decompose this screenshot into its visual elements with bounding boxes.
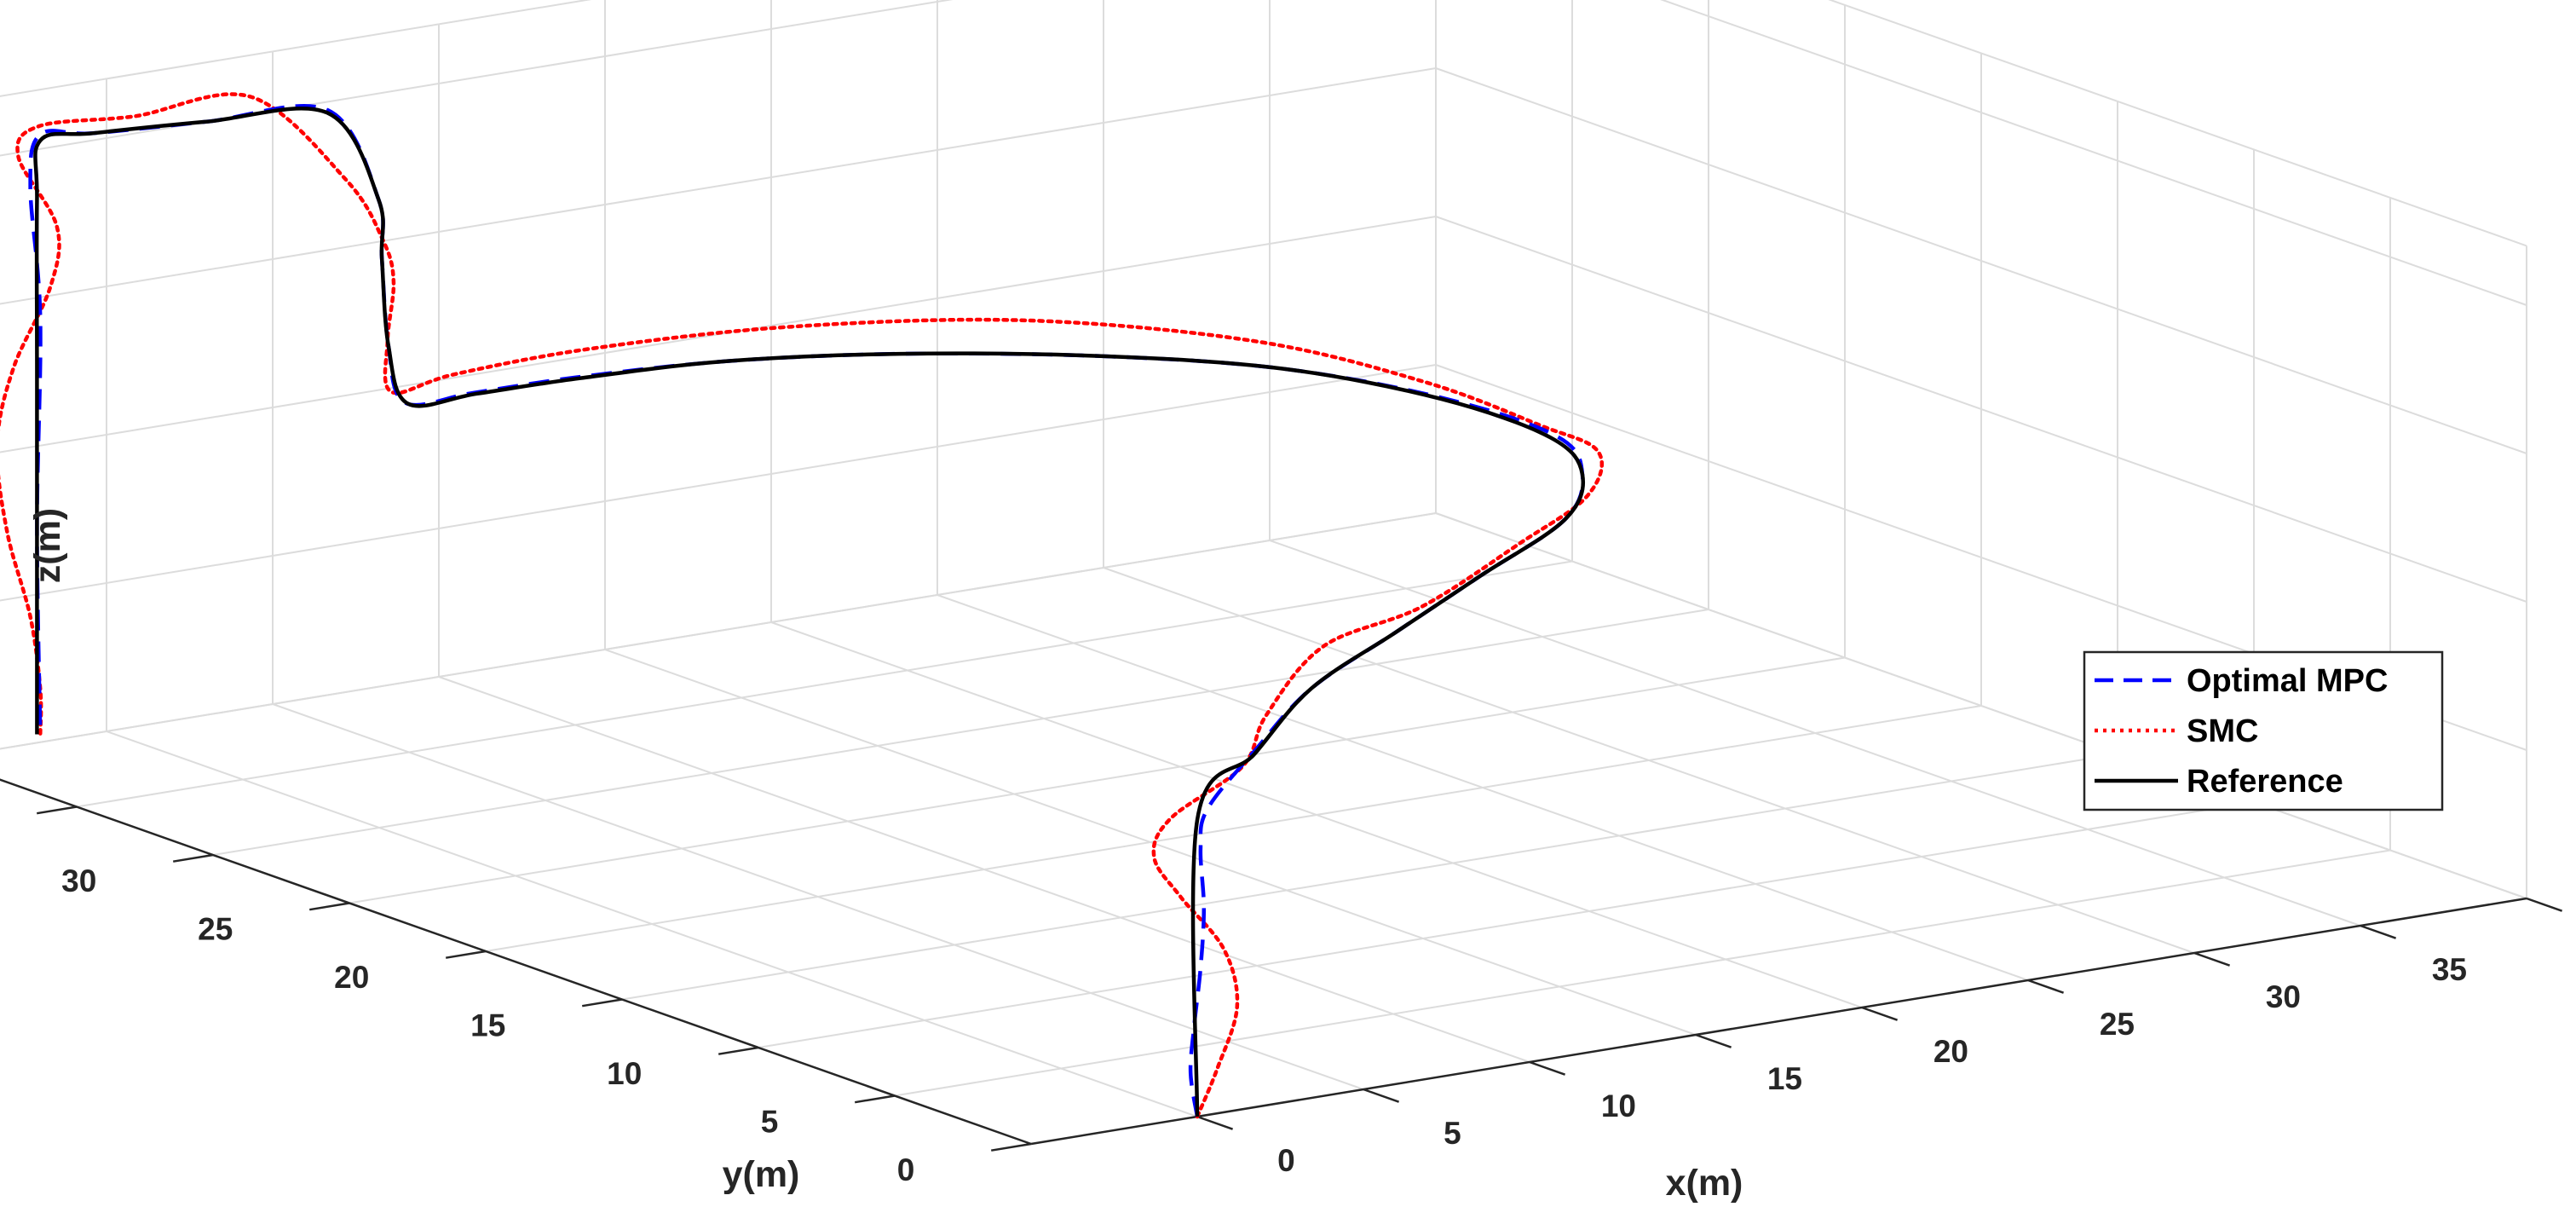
grid-line-backwall-z xyxy=(0,216,1437,453)
legend-label-reference: Reference xyxy=(2187,764,2343,800)
grid-line-floor-y xyxy=(894,849,2391,1097)
y-tick-mark xyxy=(172,853,214,863)
x-tick-label: 25 xyxy=(2100,1007,2135,1042)
y-axis-label: y(m) xyxy=(723,1154,800,1195)
x-axis-label: x(m) xyxy=(1666,1163,1743,1204)
grid-box-edge xyxy=(0,0,592,97)
x-tick-label: 20 xyxy=(1933,1034,1968,1069)
grid-box-edge xyxy=(1828,0,2527,247)
z-axis-label: z(m) xyxy=(27,508,68,583)
grid-line-floor-y xyxy=(76,560,1573,808)
y-tick-mark xyxy=(445,950,487,959)
series-line-optimal-mpc xyxy=(28,104,1585,1117)
y-tick-label: 5 xyxy=(761,1105,779,1140)
y-tick-label: 25 xyxy=(198,912,233,947)
y-tick-mark xyxy=(717,1046,759,1055)
y-tick-label: 10 xyxy=(607,1056,642,1091)
y-tick-mark xyxy=(990,1142,1032,1152)
grid-line-floor-y xyxy=(0,512,1437,750)
x-tick-label: 5 xyxy=(1444,1116,1461,1151)
grid-line-floor-y xyxy=(758,801,2255,1048)
y-tick-mark xyxy=(308,902,350,911)
legend-label-smc: SMC xyxy=(2187,713,2258,749)
x-tick-mark xyxy=(1861,1006,1899,1021)
tick-labels: 0510152025303540051015202530354005101520 xyxy=(61,863,2467,1187)
x-tick-label: 35 xyxy=(2432,952,2467,987)
legend: Optimal MPC SMC Reference xyxy=(2083,650,2444,811)
y-tick-mark xyxy=(36,806,78,815)
y-tick-label: 0 xyxy=(897,1152,915,1187)
grid-line-sidewall-z xyxy=(1435,216,2527,603)
grid-lines xyxy=(0,0,2527,1145)
grid-line-backwall-z xyxy=(0,0,954,157)
series-lines xyxy=(0,92,1604,1119)
grid-line-floor-y xyxy=(485,705,1982,952)
grid-line-sidewall-z xyxy=(1660,0,2527,306)
y-tick-label: 30 xyxy=(61,863,96,898)
x-tick-mark xyxy=(1695,1033,1732,1048)
x-tick-label: 30 xyxy=(2266,979,2301,1014)
grid-line-backwall-z xyxy=(0,364,1437,602)
grid-line-floor-y xyxy=(212,609,1709,856)
y-tick-label: 20 xyxy=(334,960,369,995)
series-line-smc xyxy=(0,92,1604,1119)
grid-line-sidewall-z xyxy=(1435,512,2527,899)
axes xyxy=(0,778,2563,1152)
grid-line-backwall-z xyxy=(0,512,1437,750)
legend-box xyxy=(2083,650,2444,811)
x-tick-mark xyxy=(2360,924,2397,939)
grid-line-sidewall-z xyxy=(1435,67,2527,454)
x-tick-mark xyxy=(2027,979,2065,994)
grid-line-backwall-z xyxy=(0,67,1437,305)
x-axis-line xyxy=(1030,897,2527,1146)
x-tick-label: 10 xyxy=(1601,1089,1636,1123)
x-tick-mark xyxy=(1196,1115,1234,1130)
x-tick-mark xyxy=(1529,1060,1566,1076)
x-tick-label: 15 xyxy=(1767,1061,1802,1096)
y-tick-mark xyxy=(854,1094,896,1104)
y-tick-mark xyxy=(581,998,623,1008)
x-tick-mark xyxy=(2193,951,2231,967)
y-tick-label: 15 xyxy=(470,1008,505,1043)
x-tick-mark xyxy=(1363,1088,1400,1103)
grid-line-floor-y xyxy=(349,656,1846,904)
grid-line-floor-y xyxy=(621,753,2118,1001)
x-tick-label: 0 xyxy=(1277,1143,1295,1178)
x-tick-mark xyxy=(2526,897,2563,912)
series-line-reference xyxy=(33,107,1585,1117)
legend-label-mpc: Optimal MPC xyxy=(2187,663,2388,699)
